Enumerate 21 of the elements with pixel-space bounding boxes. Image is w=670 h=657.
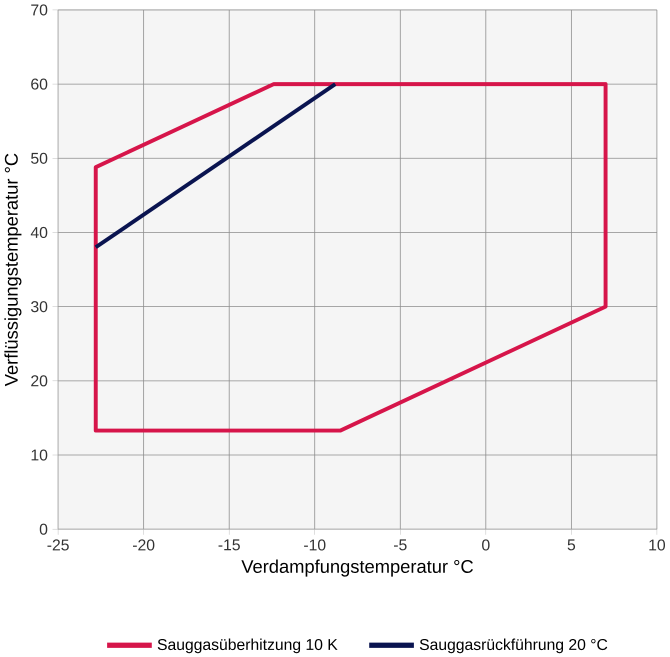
x-tick-label: -5 bbox=[394, 539, 407, 550]
x-tick-label: 10 bbox=[649, 539, 666, 550]
legend-label: Sauggasrückführung 20 °C bbox=[420, 638, 608, 654]
y-tick-label: 40 bbox=[30, 226, 48, 238]
y-tick-label: 10 bbox=[32, 449, 48, 460]
y-axis-title: Verflüssigungstemperatur °C bbox=[4, 154, 22, 386]
x-tick-label: -20 bbox=[133, 539, 154, 550]
x-tick-label: 5 bbox=[568, 539, 576, 550]
y-tick-label: 0 bbox=[40, 524, 48, 535]
x-axis-title: Verdampfungstemperatur °C bbox=[241, 559, 473, 577]
legend-label: Sauggasüberhitzung 10 K bbox=[158, 638, 338, 654]
y-tick-label: 30 bbox=[31, 301, 48, 312]
x-tick-label: 0 bbox=[482, 539, 490, 550]
y-tick-label: 70 bbox=[31, 4, 48, 16]
y-tick-label: 20 bbox=[31, 375, 48, 386]
line-series bbox=[94, 82, 608, 432]
x-tick-label: -25 bbox=[47, 539, 69, 550]
x-tick-label: -15 bbox=[218, 539, 240, 550]
y-tick-label: 50 bbox=[31, 152, 48, 164]
x-tick-label: -10 bbox=[304, 539, 326, 550]
y-tick-label: 60 bbox=[31, 78, 48, 90]
